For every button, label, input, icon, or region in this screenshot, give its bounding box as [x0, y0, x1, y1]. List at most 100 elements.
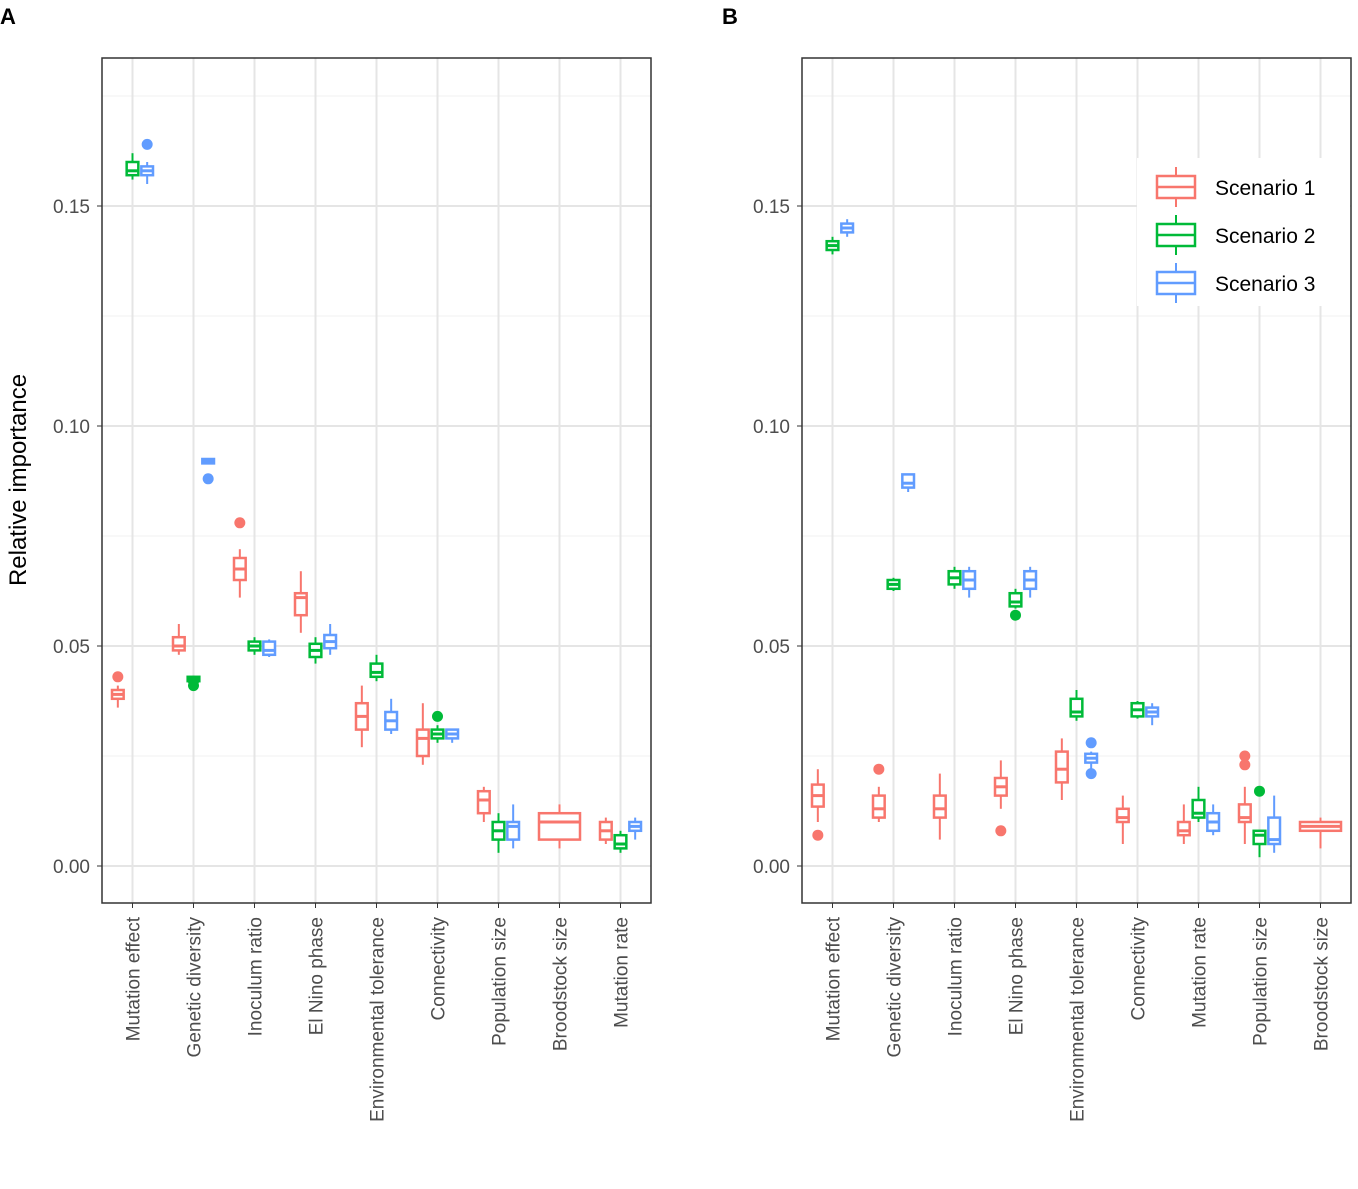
box-scenario-3	[201, 457, 216, 485]
outlier-point	[202, 473, 214, 485]
box-scenario-1	[293, 571, 308, 633]
outlier-point	[1254, 785, 1265, 797]
outlier-point	[188, 675, 199, 687]
x-tick-label: Broodstock size	[551, 917, 572, 1051]
x-tick-label: Mutation effect	[824, 916, 845, 1041]
y-tick-label: 0.05	[53, 637, 90, 658]
box-scenario-2	[308, 637, 323, 664]
outlier-point	[812, 829, 824, 841]
box-scenario-3	[262, 639, 277, 657]
box-iqr	[476, 789, 491, 815]
x-tick-label: Environmental tolerance	[1068, 917, 1089, 1122]
box-scenario-2	[491, 813, 506, 853]
box-scenario-3	[506, 804, 521, 849]
box-scenario-1	[110, 671, 125, 708]
outlier-point	[873, 763, 885, 775]
box-scenario-2	[1191, 786, 1206, 822]
box-iqr	[1237, 803, 1252, 824]
legend-label: Scenario 3	[1215, 273, 1315, 296]
box-scenario-1	[171, 624, 186, 655]
box-scenario-3	[628, 817, 643, 840]
box-iqr	[1054, 750, 1069, 784]
outlier-point	[1085, 768, 1097, 780]
panel-label: A	[0, 4, 16, 29]
x-tick-label: El Nino phase	[307, 917, 328, 1035]
box-scenario-2	[825, 236, 840, 255]
box-scenario-1	[1115, 795, 1130, 844]
x-tick-label: Population size	[1251, 917, 1272, 1046]
y-axis-label: Relative importance	[5, 374, 32, 586]
box-iqr	[537, 811, 582, 841]
box-iqr	[1191, 798, 1206, 819]
box-iqr	[415, 728, 430, 758]
box-scenario-2	[186, 675, 201, 692]
box-iqr	[1008, 591, 1023, 608]
box-scenario-2	[947, 566, 962, 589]
x-tick-label: Broodstock size	[1312, 917, 1333, 1051]
box-scenario-1	[232, 517, 247, 598]
box-scenario-1	[476, 786, 491, 822]
box-iqr	[1267, 816, 1282, 846]
plot-border	[801, 57, 1352, 904]
x-tick-label: Genetic diversity	[185, 917, 206, 1058]
box-scenario-1	[537, 804, 582, 849]
box-scenario-3	[1145, 703, 1160, 726]
box-scenario-1	[354, 685, 369, 748]
y-tick-label: 0.00	[753, 857, 790, 878]
box-scenario-2	[1252, 785, 1267, 858]
x-tick-label: Population size	[490, 917, 511, 1046]
box-scenario-1	[1298, 817, 1343, 849]
x-tick-label: Connectivity	[429, 917, 450, 1021]
box-scenario-3	[1084, 737, 1099, 780]
outlier-point	[141, 138, 153, 150]
plot-border	[101, 57, 652, 904]
box-scenario-3	[1206, 804, 1221, 836]
box-scenario-1	[993, 760, 1008, 837]
outlier-point	[1010, 609, 1021, 621]
box-scenario-3	[384, 698, 399, 734]
box-scenario-2	[1130, 701, 1145, 719]
box-scenario-2	[369, 654, 384, 682]
y-tick-label: 0.05	[753, 637, 790, 658]
x-tick-label: Mutation rate	[612, 917, 633, 1028]
box-scenario-1	[932, 773, 947, 840]
box-scenario-2	[613, 830, 628, 853]
legend: Scenario 1 Scenario 2 Scenario 3	[1137, 158, 1350, 306]
box-scenario-3	[901, 473, 916, 492]
box-iqr	[506, 820, 521, 841]
box-iqr	[901, 473, 916, 489]
box-scenario-3	[445, 728, 460, 743]
box-scenario-1	[871, 763, 886, 822]
box-iqr	[262, 640, 277, 657]
box-scenario-3	[962, 566, 977, 598]
y-tick-label: 0.15	[53, 197, 90, 218]
panel-label: B	[722, 4, 738, 29]
y-tick-label: 0.15	[753, 197, 790, 218]
box-iqr	[613, 833, 628, 850]
outlier-point	[112, 671, 124, 683]
y-tick-label: 0.00	[53, 857, 90, 878]
box-scenario-1	[1237, 750, 1252, 844]
box-iqr	[871, 794, 886, 819]
x-tick-label: Genetic diversity	[885, 917, 906, 1058]
box-scenario-2	[1008, 588, 1023, 621]
outlier-point	[234, 517, 246, 529]
x-tick-label: Inoculum ratio	[246, 917, 267, 1036]
x-tick-label: Connectivity	[1129, 917, 1150, 1021]
y-tick-label: 0.10	[753, 417, 790, 438]
x-tick-label: Mutation rate	[1190, 917, 1211, 1028]
box-scenario-1	[598, 817, 613, 844]
box-scenario-2	[886, 577, 901, 591]
box-iqr	[1252, 829, 1267, 846]
x-tick-label: El Nino phase	[1007, 917, 1028, 1035]
box-scenario-3	[840, 219, 855, 237]
y-tick-label: 0.10	[53, 417, 90, 438]
box-scenario-3	[1267, 795, 1282, 853]
box-iqr	[1176, 820, 1191, 837]
panel-a: A 0.00 0.05 0.10 0.15 Mutation effect Genetic …	[0, 4, 652, 1122]
x-tick-label: Environmental tolerance	[368, 917, 389, 1122]
box-scenario-1	[810, 769, 825, 841]
box-scenario-2	[125, 153, 140, 180]
